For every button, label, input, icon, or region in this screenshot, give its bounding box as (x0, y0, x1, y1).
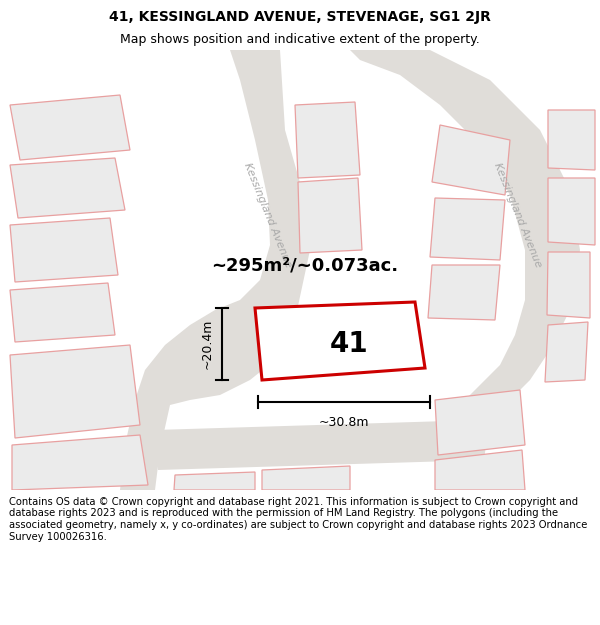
Polygon shape (298, 178, 362, 253)
Polygon shape (350, 50, 580, 490)
Polygon shape (255, 302, 425, 380)
Polygon shape (10, 345, 140, 438)
Text: 41: 41 (330, 331, 368, 359)
Polygon shape (432, 125, 510, 195)
Polygon shape (430, 198, 505, 260)
Polygon shape (10, 283, 115, 342)
Polygon shape (174, 472, 255, 490)
Text: ~295m²/~0.073ac.: ~295m²/~0.073ac. (211, 256, 398, 274)
Polygon shape (12, 435, 148, 490)
Polygon shape (262, 466, 350, 490)
Polygon shape (545, 322, 588, 382)
Polygon shape (435, 450, 525, 490)
Text: 41, KESSINGLAND AVENUE, STEVENAGE, SG1 2JR: 41, KESSINGLAND AVENUE, STEVENAGE, SG1 2… (109, 10, 491, 24)
Polygon shape (548, 110, 595, 170)
Text: Map shows position and indicative extent of the property.: Map shows position and indicative extent… (120, 32, 480, 46)
Polygon shape (547, 252, 590, 318)
Text: Kessingland Avenue: Kessingland Avenue (493, 161, 544, 269)
Text: ~20.4m: ~20.4m (201, 319, 214, 369)
Polygon shape (428, 265, 500, 320)
Polygon shape (10, 158, 125, 218)
Text: Kessingland Avenue: Kessingland Avenue (242, 161, 293, 269)
Polygon shape (10, 218, 118, 282)
Polygon shape (120, 50, 310, 490)
Polygon shape (435, 390, 525, 455)
Text: Contains OS data © Crown copyright and database right 2021. This information is : Contains OS data © Crown copyright and d… (9, 497, 587, 541)
Polygon shape (10, 95, 130, 160)
Text: ~30.8m: ~30.8m (319, 416, 369, 429)
Polygon shape (155, 420, 485, 470)
Polygon shape (295, 102, 360, 178)
Polygon shape (548, 178, 595, 245)
